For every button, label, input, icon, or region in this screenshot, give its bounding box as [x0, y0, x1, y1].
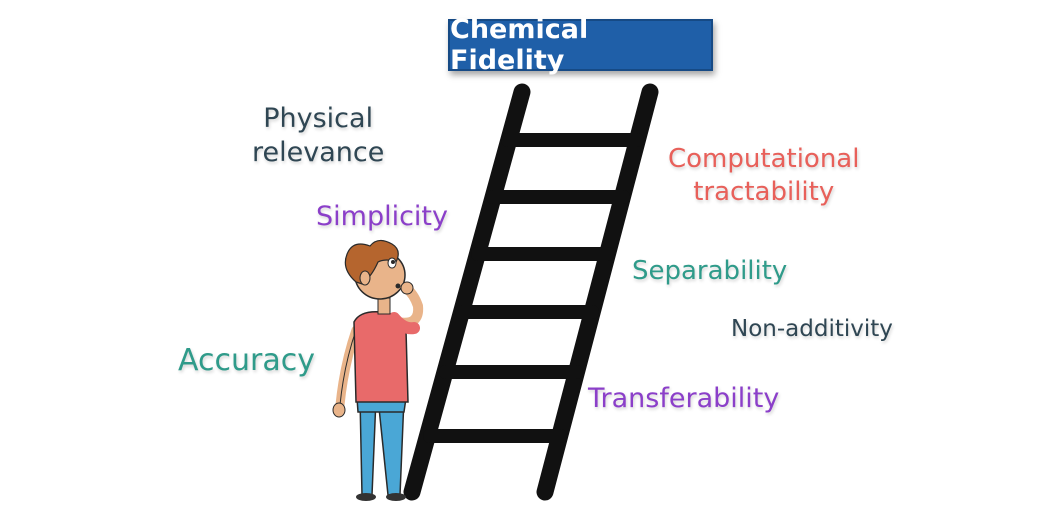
label-separability: Separability: [632, 256, 788, 286]
label-computational-line2: tractability: [693, 176, 835, 207]
ladder-right-rail: [536, 83, 659, 501]
label-non-additivity: Non-additivity: [731, 316, 893, 342]
ladder-left-rail: [403, 83, 531, 501]
label-accuracy: Accuracy: [178, 343, 315, 378]
label-physical-relevance-line2: relevance: [252, 136, 385, 168]
label-transferability: Transferability: [588, 383, 780, 414]
title-banner: Chemical Fidelity: [448, 14, 713, 76]
title-text: Chemical Fidelity: [450, 14, 589, 76]
label-simplicity: Simplicity: [316, 201, 448, 232]
label-computational-tractability: Computational tractability: [668, 143, 859, 208]
label-physical-relevance-line1: Physical: [263, 103, 374, 134]
label-physical-relevance: Physical relevance: [252, 102, 384, 170]
label-computational-line1: Computational: [668, 144, 860, 174]
